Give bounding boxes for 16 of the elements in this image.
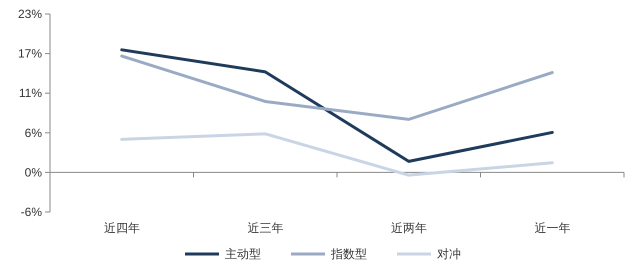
x-tick-label: 近两年 (390, 221, 427, 235)
legend-label: 对冲 (437, 247, 461, 261)
y-tick-label: 17% (18, 46, 42, 61)
y-tick-label: 0% (24, 165, 42, 180)
legend-label: 指数型 (330, 247, 367, 261)
y-tick-label: 23% (18, 7, 42, 21)
y-tick-label: -6% (20, 205, 42, 219)
x-tick-label: 近三年 (247, 221, 284, 235)
line-series (120, 48, 554, 163)
x-tick-label: 近四年 (104, 221, 140, 235)
line-series (120, 54, 554, 121)
x-tick-label: 近一年 (534, 221, 570, 235)
legend-label: 主动型 (225, 247, 261, 261)
line-series (120, 132, 554, 177)
y-tick-label: 11% (18, 86, 42, 100)
y-tick-label: 6% (24, 126, 42, 140)
